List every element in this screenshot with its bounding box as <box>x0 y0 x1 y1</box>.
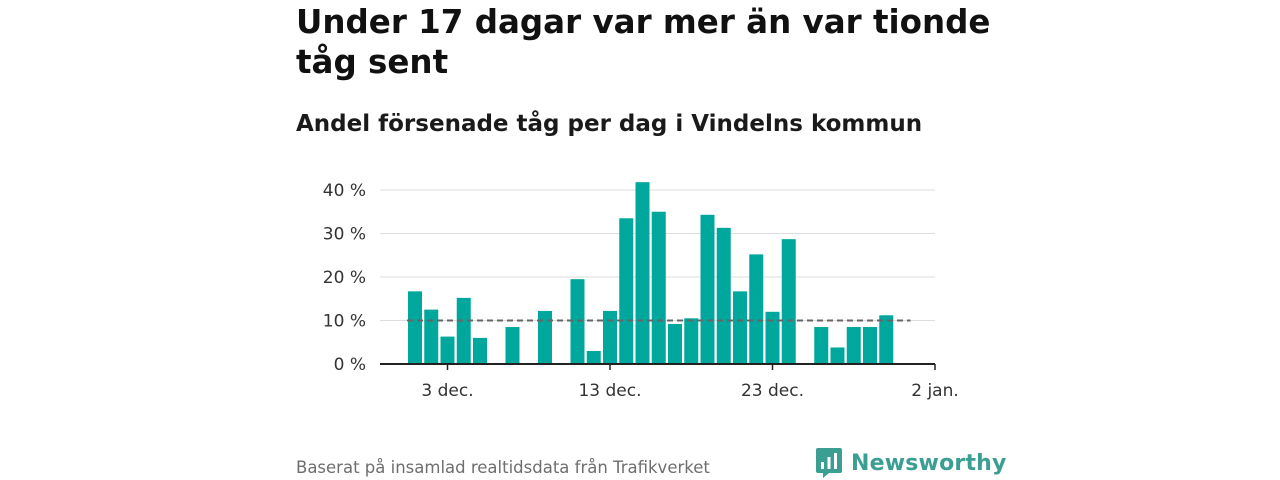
y-tick-label: 30 % <box>323 225 366 245</box>
x-tick-label: 2 jan. <box>911 381 959 401</box>
bar <box>700 214 715 364</box>
bar <box>473 337 487 364</box>
chart-subtitle: Andel försenade tåg per dag i Vindelns k… <box>296 111 923 137</box>
bar <box>505 327 520 364</box>
bar <box>830 347 845 364</box>
brand-logo: Newsworthy <box>815 446 1007 480</box>
y-tick-label: 40 % <box>323 181 366 201</box>
bar <box>651 211 666 364</box>
bar <box>408 291 422 364</box>
bar-chart: 0 % 10 % 20 % 30 % 40 % 3 dec. 13 dec. 23 dec.… <box>323 181 959 401</box>
bar <box>603 310 617 364</box>
bar <box>684 318 699 364</box>
bar <box>538 310 552 364</box>
bar <box>668 323 682 364</box>
bar <box>424 309 439 364</box>
bar <box>716 227 731 364</box>
source-note: Baserat på insamlad realtidsdata från Tr… <box>296 458 710 477</box>
bar <box>570 279 585 364</box>
x-axis-tick-labels: 3 dec. 13 dec. 23 dec. 2 jan. <box>421 381 958 401</box>
brand-name: Newsworthy <box>851 450 1007 476</box>
bar <box>635 182 650 364</box>
bar <box>765 311 780 364</box>
y-axis-tick-labels: 0 % 10 % 20 % 30 % 40 % <box>323 181 366 375</box>
bar <box>619 218 634 364</box>
bar <box>814 327 829 364</box>
bars <box>408 182 894 364</box>
bar <box>863 327 877 364</box>
x-tick-label: 23 dec. <box>741 381 804 401</box>
x-axis <box>380 363 936 370</box>
newsworthy-logo-icon <box>816 448 842 478</box>
x-tick-label: 13 dec. <box>578 381 641 401</box>
bar <box>846 327 861 364</box>
bar <box>440 336 455 364</box>
bar <box>456 297 471 364</box>
y-tick-label: 20 % <box>323 268 366 288</box>
bar <box>781 239 796 364</box>
y-tick-label: 10 % <box>323 312 366 332</box>
bar <box>586 350 601 364</box>
chart-title: Under 17 dagar var mer än var tionde tåg… <box>296 3 991 81</box>
bar <box>733 291 747 364</box>
bar <box>749 254 764 364</box>
x-tick-label: 3 dec. <box>421 381 473 401</box>
y-tick-label: 0 % <box>334 355 366 375</box>
bar <box>879 315 894 364</box>
